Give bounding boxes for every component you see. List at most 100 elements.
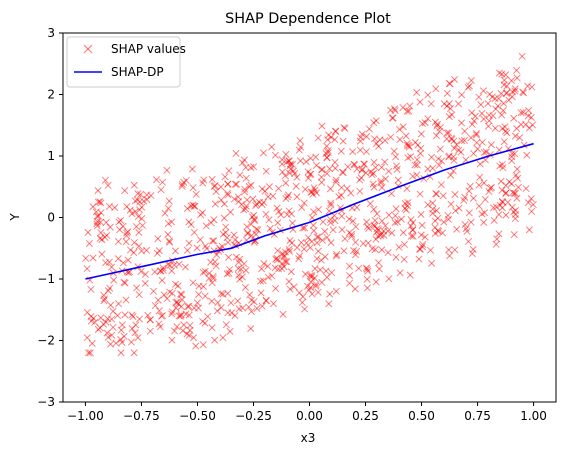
scatter-point: [451, 246, 459, 254]
scatter-point: [343, 185, 351, 193]
scatter-point: [100, 297, 108, 305]
scatter-point: [450, 144, 458, 152]
scatter-point: [371, 246, 379, 254]
scatter-point: [417, 130, 425, 138]
scatter-point: [394, 176, 402, 184]
scatter-point: [437, 181, 445, 189]
scatter-point: [124, 256, 132, 264]
scatter-point: [529, 201, 537, 209]
scatter-point: [134, 334, 142, 342]
scatter-point: [392, 205, 400, 213]
scatter-point: [516, 134, 524, 142]
scatter-point: [208, 324, 216, 332]
scatter-point: [121, 311, 129, 319]
scatter-point: [195, 290, 203, 298]
y-tick-label: 3: [47, 26, 55, 40]
scatter-point: [300, 199, 308, 207]
y-tick-label: 0: [47, 211, 55, 225]
scatter-point: [112, 339, 120, 347]
scatter-point: [301, 270, 310, 278]
scatter-point: [377, 177, 385, 185]
legend-box: [66, 36, 181, 88]
scatter-point: [260, 260, 268, 268]
scatter-point: [508, 150, 516, 158]
legend-label-shap-dp: SHAP-DP: [111, 65, 164, 79]
scatter-point: [240, 206, 248, 214]
scatter-point: [227, 299, 235, 307]
scatter-point: [424, 91, 432, 99]
scatter-point: [445, 129, 453, 137]
scatter-point: [356, 146, 364, 154]
scatter-point: [447, 171, 455, 179]
scatter-point: [155, 247, 163, 255]
scatter-point: [268, 143, 276, 151]
scatter-point: [341, 235, 349, 243]
scatter-point: [352, 223, 360, 231]
scatter-point: [199, 341, 207, 349]
scatter-point: [477, 101, 485, 109]
scatter-point: [172, 298, 180, 306]
scatter-point: [327, 219, 335, 227]
scatter-point: [135, 228, 143, 236]
scatter-point: [395, 243, 403, 251]
scatter-point: [362, 148, 370, 156]
scatter-point: [314, 247, 322, 255]
scatter-point: [494, 102, 502, 110]
scatter-point: [363, 284, 371, 292]
scatter-point: [258, 302, 266, 310]
scatter-point: [500, 99, 508, 107]
scatter-point: [406, 153, 415, 161]
scatter-point: [285, 245, 293, 253]
scatter-point: [252, 201, 260, 210]
x-tick-label: 0.25: [352, 409, 379, 423]
scatter-point: [141, 270, 149, 278]
scatter-point: [438, 157, 446, 165]
scatter-point: [281, 248, 289, 256]
scatter-point: [152, 176, 161, 184]
scatter-point: [487, 141, 495, 149]
scatter-point: [503, 89, 511, 97]
scatter-point: [247, 163, 255, 172]
scatter-point: [198, 209, 207, 217]
scatter-point: [468, 109, 476, 117]
scatter-point: [193, 244, 201, 252]
scatter-point: [324, 147, 332, 155]
scatter-point: [120, 332, 128, 340]
scatter-point: [314, 134, 322, 142]
x-tick-label: −0.25: [235, 409, 272, 423]
scatter-point: [226, 208, 235, 216]
scatter-point: [371, 216, 379, 225]
scatter-point: [122, 296, 130, 304]
scatter-point: [262, 167, 270, 175]
scatter-point: [332, 178, 340, 186]
x-tick-label: 0.00: [296, 409, 323, 423]
scatter-point: [232, 180, 241, 188]
scatter-point: [97, 314, 105, 322]
scatter-point: [285, 157, 293, 165]
scatter-point: [514, 183, 522, 191]
scatter-point: [89, 254, 97, 262]
scatter-point: [418, 221, 426, 229]
scatter-point: [281, 258, 290, 266]
scatter-point: [373, 225, 381, 233]
scatter-point: [122, 238, 130, 246]
scatter-point: [264, 262, 272, 270]
scatter-point: [356, 137, 364, 145]
scatter-point: [104, 333, 112, 341]
scatter-point: [339, 169, 347, 177]
scatter-point: [310, 227, 318, 235]
scatter-point: [443, 89, 451, 97]
scatter-point: [465, 82, 473, 90]
scatter-point: [528, 83, 536, 91]
scatter-point: [310, 184, 318, 192]
scatter-point: [168, 336, 176, 344]
scatter-point: [370, 183, 378, 191]
scatter-point: [106, 223, 114, 231]
scatter-point: [301, 305, 309, 313]
y-tick-label: −2: [37, 334, 55, 348]
scatter-point: [507, 77, 516, 85]
scatter-point: [211, 336, 219, 344]
scatter-point: [247, 308, 255, 316]
scatter-point: [94, 186, 102, 195]
scatter-point: [391, 105, 399, 113]
